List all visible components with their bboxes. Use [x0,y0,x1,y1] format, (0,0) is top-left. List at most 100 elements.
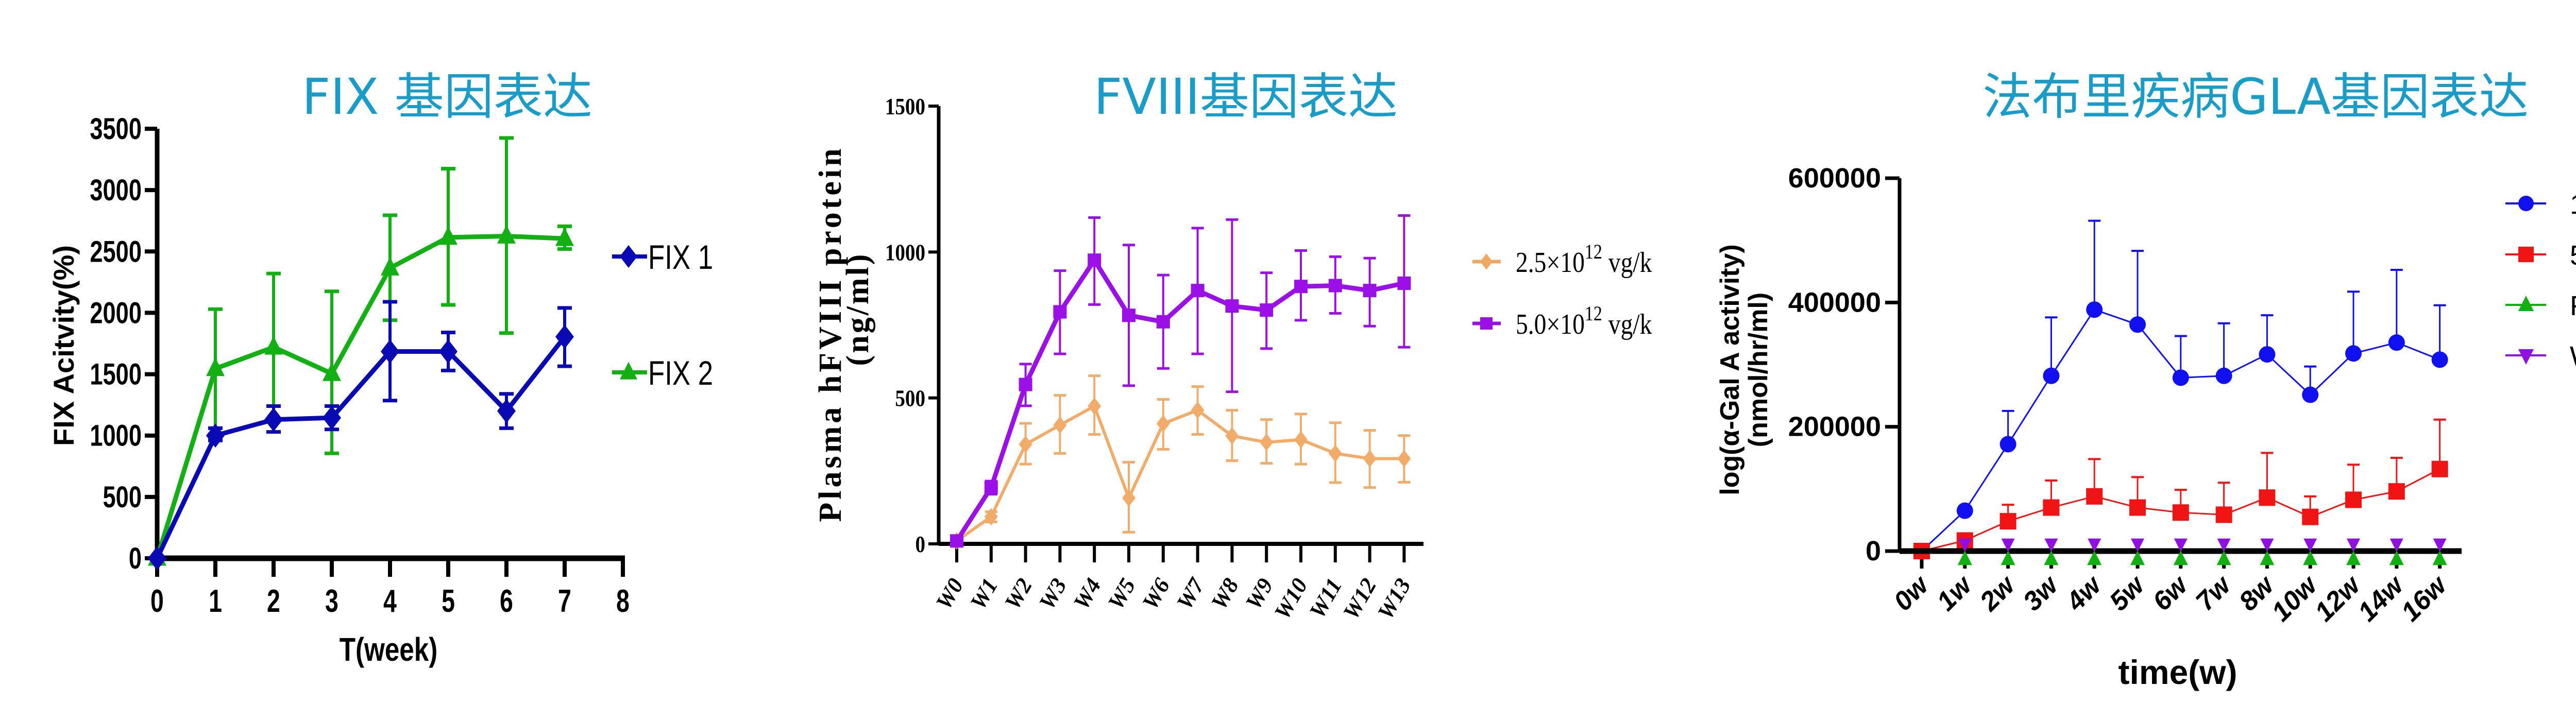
x-tick-label: W1 [965,574,1003,614]
data-point [2086,488,2103,505]
data-point [206,423,225,448]
x-tick-label: W3 [1034,574,1072,614]
chart-title-gla: 法布里疾病GLA基因表达 [1982,68,2529,126]
x-tick-label: 1 [209,582,222,619]
data-point [2389,538,2403,552]
data-point [1122,489,1136,507]
data-point [1363,450,1377,468]
series-fix-2 [148,136,574,566]
legend-marker-icon [2518,296,2534,311]
y-axis-label: Plasma hFVIII protein [813,145,848,522]
data-point [555,227,574,246]
data-point [2129,316,2146,333]
data-point [2302,508,2319,525]
legend-label: Fabry [2570,290,2576,321]
data-point [1156,415,1170,433]
x-tick-label: W10 [1269,574,1313,624]
data-point [1294,431,1308,449]
data-point [264,336,283,355]
legend-marker-icon [2518,196,2534,211]
legend-marker-icon [620,245,637,268]
series-5e12vg-kg [1913,418,2448,559]
data-point [381,256,399,276]
chart-fviii-protein: 050010001500W0W1W2W3W4W5W6W7W8W9W10W11W1… [813,94,1652,624]
x-tick-label: 16w [2396,569,2454,627]
data-point [1053,305,1067,319]
data-point [2431,460,2448,477]
x-tick-label: 0 [150,582,164,619]
y-tick-label: 3000 [90,174,142,208]
x-tick-label: 0w [1888,569,1936,617]
data-point [1225,299,1239,313]
data-point [2088,538,2102,552]
data-point [2001,538,2015,552]
data-point [2302,386,2319,403]
data-point [2259,489,2276,506]
data-point [1019,435,1032,453]
x-tick-label: 12w [2309,569,2367,627]
x-axis-label: time(w) [2119,653,2238,691]
legend-marker-icon [1480,317,1493,330]
data-point [1999,513,2016,530]
legend-item-fix-2: FIX 2 [612,354,713,392]
legend-marker-icon [2518,349,2534,365]
data-point [2044,551,2059,565]
data-point [1328,444,1342,462]
legend-label: 1E13vg/kg [2570,189,2576,220]
data-point [1156,315,1170,329]
y-tick-label: 400000 [1788,287,1881,318]
data-point [2260,551,2275,565]
y-tick-label: 0 [915,532,925,558]
legend-label: FIX 1 [648,238,713,276]
legend-item-dose-2: 5.0×1012 vg/k [1472,303,1652,340]
data-point [984,508,998,526]
data-point [1122,308,1136,322]
y-tick-label: 2500 [90,235,142,269]
legend-item-fix-1: FIX 1 [612,238,713,276]
data-point [2172,504,2189,521]
data-point [2130,551,2145,565]
y-tick-label: 1000 [885,239,925,266]
data-point [2259,346,2276,363]
data-point [2215,506,2232,523]
data-point [1363,284,1377,298]
series-1e13vg-kg [1913,219,2448,559]
y-tick-label: 1500 [885,94,925,120]
data-point [2174,538,2188,552]
x-tick-label: 3w [2018,569,2065,617]
data-point [497,225,516,244]
y-axis-label: FIX Acitvity(%) [47,245,80,446]
data-point [1260,303,1274,317]
data-point [2087,551,2102,565]
data-point [1999,436,2016,453]
data-point [1294,280,1308,294]
data-point [2086,301,2103,318]
data-point [148,546,166,571]
series-line [155,335,567,559]
data-point [1191,401,1205,419]
y-tick-label: 0 [129,542,142,576]
data-point [439,226,457,245]
data-point [1957,551,1972,565]
data-point [2001,551,2015,565]
data-point [1053,416,1067,434]
data-point [1088,397,1101,415]
series-wt [1958,538,2447,552]
data-point [2303,538,2317,552]
data-point [2217,538,2231,552]
data-point [1397,276,1411,290]
series-line [155,233,565,559]
y-axis-unit-label: (ng/ml) [840,252,875,366]
data-point [2303,551,2318,565]
data-point [1225,427,1239,445]
legend-label: FIX 2 [648,354,713,392]
x-tick-label: W12 [1338,574,1381,624]
y-tick-label: 3500 [90,113,142,146]
data-point [1019,378,1032,391]
data-point [2347,538,2360,552]
data-point [1088,253,1101,267]
legend-item-fabry: Fabry [2505,290,2576,321]
series-dose-2 [950,214,1411,548]
